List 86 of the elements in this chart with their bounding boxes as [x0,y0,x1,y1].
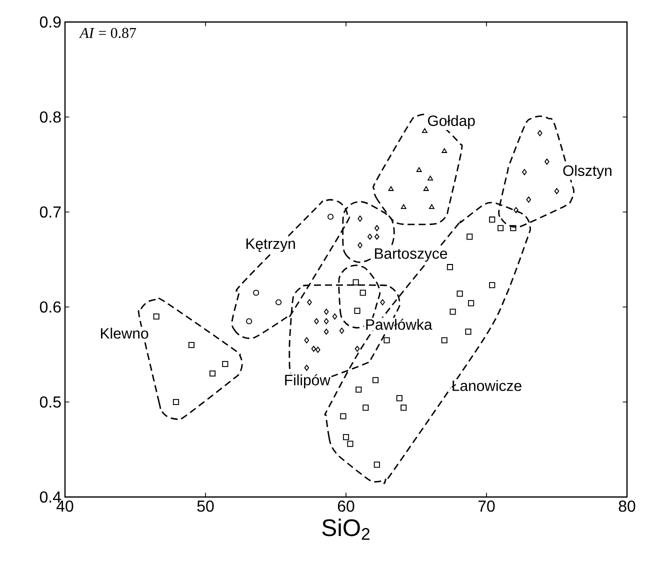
point [246,318,252,324]
text: Kętrzyn [246,238,295,252]
point [276,299,282,306]
y-tick-label: 0.8 [40,111,61,123]
point [526,196,532,203]
point [358,242,362,248]
point [388,186,394,191]
point [328,214,334,220]
point [374,234,380,240]
point [324,308,329,315]
point [522,169,527,176]
point [347,440,354,447]
x-axis-title: SiO$_{2}$ [322,518,370,540]
point [358,216,362,222]
series-label: Filipów [285,374,330,388]
point [422,128,428,133]
series-label: Gołdap [428,115,475,129]
series-label: Klewno [101,328,148,339]
y-tick-label: 0.9 [40,16,61,28]
x-tick-label: 50 [197,500,214,512]
point [489,216,496,223]
point [367,234,372,240]
point [352,279,359,286]
point [510,225,516,232]
point [456,290,463,297]
point [324,318,329,324]
point [538,130,542,136]
point [468,300,474,306]
y-tick-label: 0.7 [40,206,61,218]
point [554,188,560,194]
point [362,404,369,411]
point [384,337,390,344]
point [400,204,406,209]
point [304,364,310,371]
series-label: Pawłówka [366,318,432,330]
point [172,398,180,406]
point [342,434,350,440]
point [324,328,329,335]
point [465,328,472,335]
point [304,337,310,344]
point [314,318,319,324]
point [446,264,454,270]
point [339,328,344,334]
point [360,290,366,296]
x-tick-label: 70 [478,500,495,512]
point [332,313,338,320]
y-tick-label: 0.4 [40,491,62,503]
series-label: Olsztyn [563,164,612,179]
point [188,342,194,348]
point [354,346,360,352]
point [253,290,260,296]
point [544,158,550,165]
point [466,234,473,240]
point [372,377,379,384]
point [498,225,504,232]
point [380,299,385,306]
point [429,204,434,209]
x-tick-label: 40 [56,500,74,512]
point [416,167,422,172]
text: Łanowicze [452,380,522,392]
point [423,186,429,191]
point [442,148,448,153]
point [396,395,402,402]
point [316,346,320,353]
x-tick-label: 60 [338,500,354,512]
point [307,299,312,306]
annotation: AI = 0.87 [78,28,136,38]
point [222,360,228,368]
point [400,404,407,411]
y-tick-label: 0.6 [40,301,61,313]
point [450,308,456,315]
y-tick-label: 0.5 [40,396,61,408]
point [428,176,433,180]
point [514,207,518,214]
x-tick-label: 80 [618,500,636,512]
point [374,225,380,232]
point [340,413,346,420]
point [153,313,160,320]
point [356,386,362,393]
point [489,282,496,288]
point [374,462,380,468]
point [209,370,216,377]
point [311,346,316,352]
legend-label: Bartoszyce [375,248,448,262]
point [441,337,448,344]
point [354,308,360,314]
